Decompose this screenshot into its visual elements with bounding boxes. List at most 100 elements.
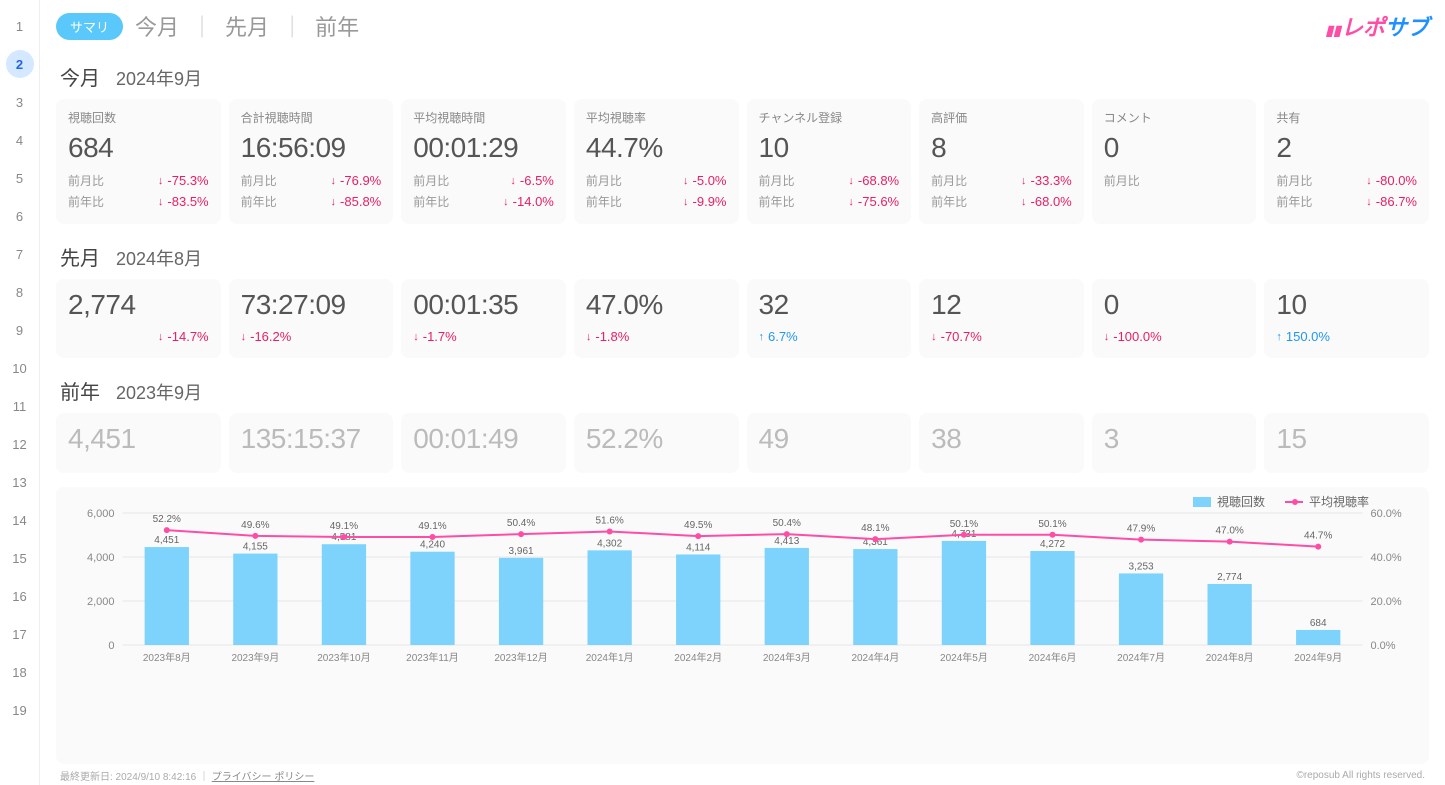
svg-text:4,451: 4,451 [154,535,179,546]
svg-text:2023年8月: 2023年8月 [143,651,191,664]
delta-value: ↓-1.7% [413,329,456,344]
svg-text:2024年2月: 2024年2月 [674,651,722,664]
sidebar-page-18[interactable]: 18 [6,658,34,686]
chart-container: 視聴回数 平均視聴率 02,0004,0006,0000.0%20.0%40.0… [56,487,1429,764]
yoy-value: ↓-9.9% [683,194,726,209]
yoy-value: ↓-85.8% [331,194,382,209]
svg-text:2023年11月: 2023年11月 [406,651,459,664]
metric-card: 平均視聴時間 00:01:29前月比↓-6.5%前年比↓-14.0% [401,99,566,224]
yoy-label: 前年比 [586,193,622,210]
delta-value: ↓-1.8% [586,329,629,344]
metric-card: 共有 2前月比↓-80.0%前年比↓-86.7% [1264,99,1429,224]
metric-value: 52.2% [586,423,727,455]
sidebar-page-6[interactable]: 6 [6,202,34,230]
svg-text:60.0%: 60.0% [1371,508,1402,520]
privacy-link[interactable]: プライバシー ポリシー [212,772,315,783]
tab-last-month[interactable]: 先月 [225,10,269,42]
metric-value: 00:01:29 [413,132,554,164]
metric-card: 135:15:37 [229,413,394,473]
svg-text:2,000: 2,000 [87,596,115,608]
mom-label: 前月比 [241,172,277,189]
summary-pill[interactable]: サマリ [56,13,123,40]
sidebar-page-12[interactable]: 12 [6,430,34,458]
sidebar-page-3[interactable]: 3 [6,88,34,116]
metric-value: 00:01:49 [413,423,554,455]
sidebar-page-1[interactable]: 1 [6,12,34,40]
copyright: ©reposub All rights reserved. [1296,770,1425,781]
sidebar-page-16[interactable]: 16 [6,582,34,610]
delta-value: ↓-70.7% [931,329,982,344]
svg-text:51.6%: 51.6% [595,515,623,526]
sidebar-page-10[interactable]: 10 [6,354,34,382]
metric-value: 10 [759,132,900,164]
svg-text:0.0%: 0.0% [1371,640,1396,652]
svg-text:48.1%: 48.1% [861,523,889,534]
metric-label: コメント [1104,109,1245,126]
chart-svg: 02,0004,0006,0000.0%20.0%40.0%60.0%4,451… [72,495,1413,665]
svg-text:2,774: 2,774 [1217,572,1242,583]
svg-text:50.1%: 50.1% [950,519,978,530]
sidebar-page-14[interactable]: 14 [6,506,34,534]
section-date: 2024年9月 [116,65,202,91]
sidebar-page-11[interactable]: 11 [6,392,34,420]
svg-text:2024年3月: 2024年3月 [763,651,811,664]
tab-separator: ｜ [191,10,213,42]
section-date: 2024年8月 [116,245,202,271]
metric-label: 平均視聴時間 [413,109,554,126]
metric-value: 73:27:09 [241,289,382,321]
metric-card: 2,774 ↓-14.7% [56,279,221,358]
sidebar-page-13[interactable]: 13 [6,468,34,496]
svg-text:4,000: 4,000 [87,552,115,564]
metric-card: コメント 0前月比 [1092,99,1257,224]
svg-text:49.5%: 49.5% [684,520,712,531]
metric-value: 16:56:09 [241,132,382,164]
mom-label: 前月比 [68,172,104,189]
section-header-last-month: 先月 2024年8月 [60,242,1429,271]
tab-row: サマリ 今月 ｜ 先月 ｜ 前年 [56,10,359,42]
sidebar-page-8[interactable]: 8 [6,278,34,306]
yoy-label: 前年比 [68,193,104,210]
svg-text:4,272: 4,272 [1040,539,1065,550]
metric-card: 15 [1264,413,1429,473]
metric-label: チャンネル登録 [759,109,900,126]
section-title: 今月 [60,62,100,91]
section-title: 先月 [60,242,100,271]
metric-card: 52.2% [574,413,739,473]
sidebar-page-7[interactable]: 7 [6,240,34,268]
topbar: サマリ 今月 ｜ 先月 ｜ 前年 ▮▮レポサブ [56,10,1429,42]
svg-text:47.9%: 47.9% [1127,524,1155,535]
yoy-value: ↓-86.7% [1366,194,1417,209]
metric-value: 135:15:37 [241,423,382,455]
delta-value: ↓-14.7% [158,329,209,344]
metric-card: チャンネル登録 10前月比↓-68.8%前年比↓-75.6% [747,99,912,224]
sidebar-page-19[interactable]: 19 [6,696,34,724]
metric-value: 47.0% [586,289,727,321]
sidebar-page-17[interactable]: 17 [6,620,34,648]
svg-text:3,961: 3,961 [509,546,534,557]
metric-card: 32 ↑6.7% [747,279,912,358]
metric-cards-this-month: 視聴回数 684前月比↓-75.3%前年比↓-83.5%合計視聴時間 16:56… [56,99,1429,224]
svg-text:49.1%: 49.1% [330,521,358,532]
sidebar-page-2[interactable]: 2 [6,50,34,78]
mom-value: ↓-75.3% [158,173,209,188]
sidebar-page-9[interactable]: 9 [6,316,34,344]
sidebar-page-4[interactable]: 4 [6,126,34,154]
section-header-this-month: 今月 2024年9月 [60,62,1429,91]
sidebar-page-5[interactable]: 5 [6,164,34,192]
svg-text:6,000: 6,000 [87,508,115,520]
svg-text:2024年7月: 2024年7月 [1117,651,1165,664]
metric-value: 15 [1276,423,1417,455]
metric-label: 平均視聴率 [586,109,727,126]
tab-this-month[interactable]: 今月 [135,10,179,42]
metric-value: 0 [1104,132,1245,164]
metric-card: 38 [919,413,1084,473]
metric-value: 32 [759,289,900,321]
sidebar-page-15[interactable]: 15 [6,544,34,572]
legend-bar: 視聴回数 [1193,493,1265,510]
metric-value: 12 [931,289,1072,321]
metric-value: 2,774 [68,289,209,321]
svg-text:2023年10月: 2023年10月 [317,651,370,664]
svg-text:2023年9月: 2023年9月 [231,651,279,664]
tab-last-year[interactable]: 前年 [315,10,359,42]
metric-label: 視聴回数 [68,109,209,126]
